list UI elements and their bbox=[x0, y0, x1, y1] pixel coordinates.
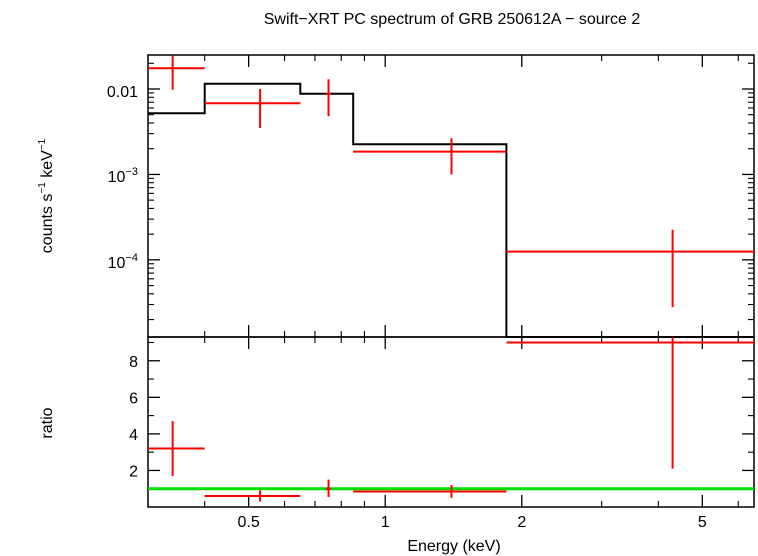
spectrum-point-4 bbox=[506, 229, 754, 308]
ratio-point-4 bbox=[506, 337, 754, 469]
chart-title: Swift−XRT PC spectrum of GRB 250612A − s… bbox=[264, 11, 641, 28]
spectrum-panel: 0.01 10−3 10−4 counts s−1 keV−1 bbox=[37, 54, 755, 338]
ratio-point-0 bbox=[148, 421, 205, 476]
x-axis-label: Energy (keV) bbox=[407, 538, 500, 555]
spectrum-y-tick-label-1: 10−3 bbox=[108, 166, 138, 186]
spectrum-point-0 bbox=[148, 55, 205, 90]
ratio-panel: 2 4 6 8 ratio bbox=[39, 336, 755, 508]
ratio-y-tick-label-0: 2 bbox=[129, 463, 138, 480]
ratio-point-1 bbox=[204, 490, 301, 502]
x-tick-label-3: 5 bbox=[698, 514, 707, 531]
spectrum-panel-frame bbox=[147, 54, 755, 338]
ratio-y-tick-labels: 2 4 6 8 bbox=[129, 354, 138, 481]
spectrum-point-3 bbox=[353, 138, 507, 175]
spectrum-y-axis-label: counts s−1 keV−1 bbox=[37, 138, 56, 253]
x-tick-label-1: 1 bbox=[381, 514, 390, 531]
ratio-y-axis-label: ratio bbox=[39, 407, 56, 438]
ratio-y-tick-label-3: 8 bbox=[129, 354, 138, 371]
ratio-axis-ticks bbox=[147, 337, 754, 507]
spectrum-y-tick-label-0: 0.01 bbox=[107, 84, 138, 101]
model-step-line bbox=[148, 82, 754, 338]
ratio-data-points bbox=[148, 337, 754, 502]
spectrum-data-points bbox=[148, 55, 754, 308]
spectrum-point-2 bbox=[325, 79, 332, 117]
spectrum-y-tick-label-2: 10−4 bbox=[108, 252, 138, 272]
x-tick-labels: 0.5 1 2 5 bbox=[238, 514, 707, 531]
spectrum-point-1 bbox=[204, 88, 301, 128]
ratio-y-tick-label-1: 4 bbox=[129, 427, 138, 444]
ratio-point-3 bbox=[353, 485, 507, 498]
ratio-panel-frame bbox=[147, 336, 755, 508]
ratio-y-tick-label-2: 6 bbox=[129, 390, 138, 407]
x-tick-label-2: 2 bbox=[517, 514, 526, 531]
model-step-path bbox=[148, 82, 754, 338]
ratio-point-2 bbox=[325, 479, 332, 497]
spectrum-axis-ticks bbox=[147, 55, 754, 337]
x-tick-label-0: 0.5 bbox=[238, 514, 260, 531]
